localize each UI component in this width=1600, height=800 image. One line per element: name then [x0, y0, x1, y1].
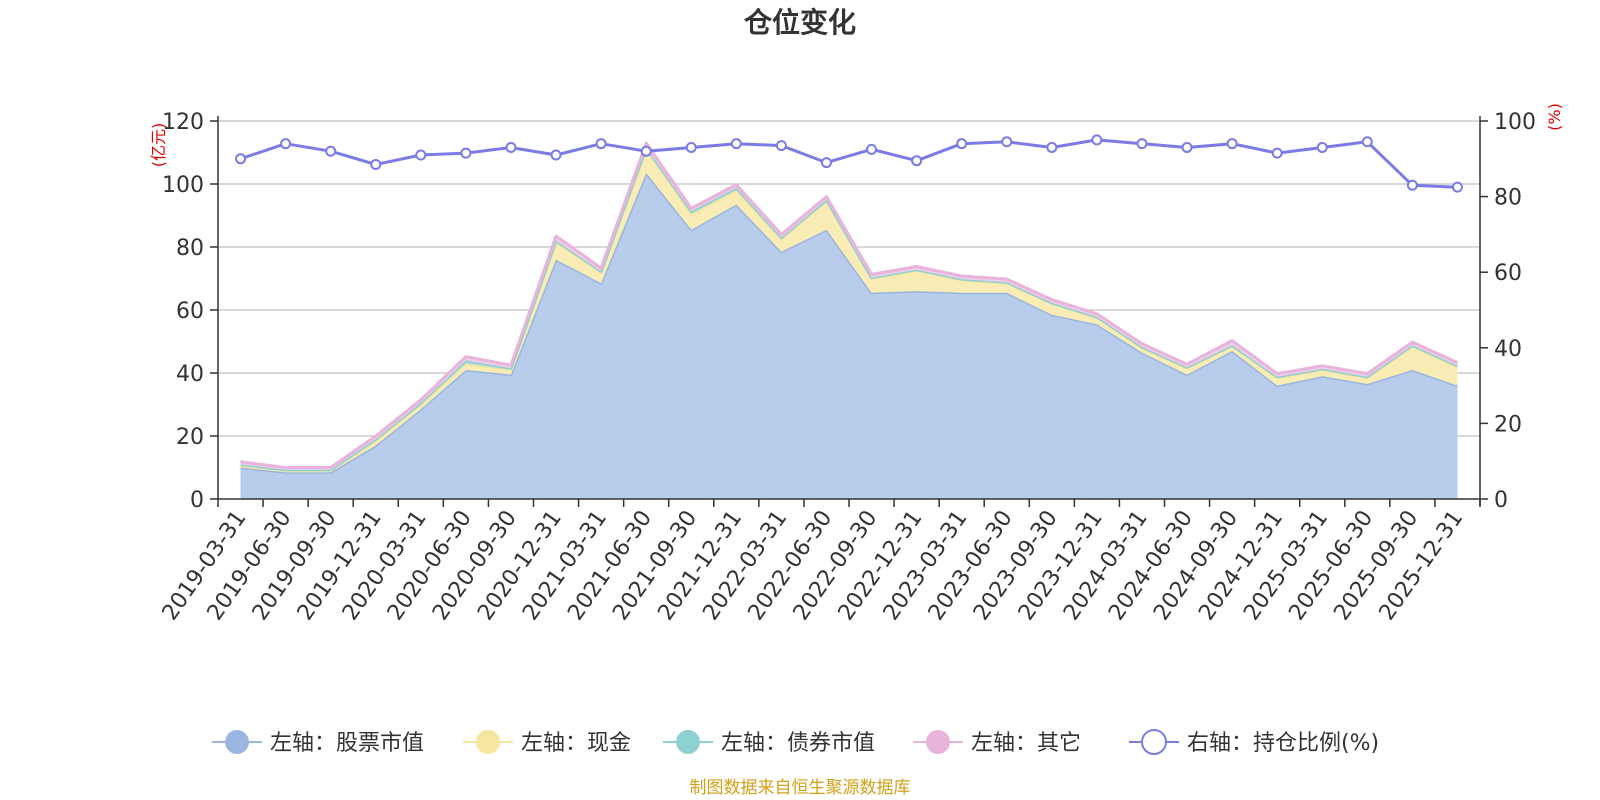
holding-ratio-point	[595, 138, 607, 150]
holding-ratio-point	[730, 138, 742, 150]
holding-ratio-point	[1316, 141, 1328, 153]
y-left-tick-label: 0	[190, 488, 204, 513]
holding-ratio-point	[325, 145, 337, 157]
y-left-tick-label: 40	[176, 362, 204, 387]
legend-swatch-marker	[926, 730, 950, 754]
holding-ratio-point	[1406, 179, 1418, 191]
y-right-tick-label: 100	[1494, 110, 1536, 135]
holding-ratio-point	[460, 147, 472, 159]
area-series-layer	[240, 141, 1459, 499]
legend-label: 左轴：其它	[971, 731, 1081, 756]
legend-swatch-marker	[676, 730, 700, 754]
y-right-tick-label: 60	[1494, 261, 1522, 286]
data-source-note: 制图数据来自恒生聚源数据库	[690, 778, 911, 798]
y-left-tick-label: 20	[176, 425, 204, 450]
holding-ratio-point	[1136, 138, 1148, 150]
legend-label: 左轴：债券市值	[721, 731, 875, 756]
y-right-tick-label: 40	[1494, 337, 1522, 362]
holding-ratio-point	[956, 138, 968, 150]
y-right-tick-label: 20	[1494, 412, 1522, 437]
line-series-layer	[235, 134, 1463, 193]
legend-swatch-marker	[1141, 729, 1167, 755]
holding-ratio-point	[775, 140, 787, 152]
holding-ratio-point	[1001, 136, 1013, 148]
area-top-line	[240, 141, 1459, 469]
legend-label: 左轴：股票市值	[270, 731, 424, 756]
holding-ratio-point	[1181, 141, 1193, 153]
holding-ratio-point	[820, 157, 832, 169]
holding-ratio-point	[1046, 141, 1058, 153]
y-right-unit-label: (%)	[1545, 103, 1564, 131]
holding-ratio-point	[1451, 181, 1463, 193]
holding-ratio-point	[640, 145, 652, 157]
legend: 左轴：股票市值 左轴：现金 左轴：债券市值 左轴：其它 右轴：持仓比例(%)	[212, 729, 1379, 756]
holding-ratio-point	[1091, 134, 1103, 146]
y-left-tick-label: 100	[162, 173, 204, 198]
y-right-tick-label: 80	[1494, 186, 1522, 211]
holding-ratio-point	[505, 141, 517, 153]
holding-ratio-point	[235, 153, 247, 165]
holding-ratio-point	[1226, 138, 1238, 150]
holding-ratio-point	[370, 158, 382, 170]
chart-title: 仓位变化	[744, 6, 856, 39]
holding-ratio-point	[685, 141, 697, 153]
y-left-tick-label: 120	[162, 110, 204, 135]
holding-ratio-point	[280, 138, 292, 150]
y-right-tick-label: 0	[1494, 488, 1508, 513]
holding-ratio-point	[866, 143, 878, 155]
area-fill	[240, 173, 1458, 499]
y-left-tick-label: 60	[176, 299, 204, 324]
legend-label: 右轴：持仓比例(%)	[1187, 731, 1379, 756]
legend-swatch-marker	[225, 730, 249, 754]
legend-swatch-marker	[476, 730, 500, 754]
legend-label: 左轴：现金	[521, 731, 631, 756]
holding-ratio-point	[1361, 136, 1373, 148]
holding-ratio-point	[415, 149, 427, 161]
y-left-unit-label: (亿元)	[149, 123, 168, 168]
holding-ratio-point	[550, 149, 562, 161]
holding-ratio-line	[240, 138, 1458, 189]
holding-ratio-point	[911, 155, 923, 167]
y-left-tick-label: 80	[176, 236, 204, 261]
holding-ratio-point	[1271, 147, 1283, 159]
